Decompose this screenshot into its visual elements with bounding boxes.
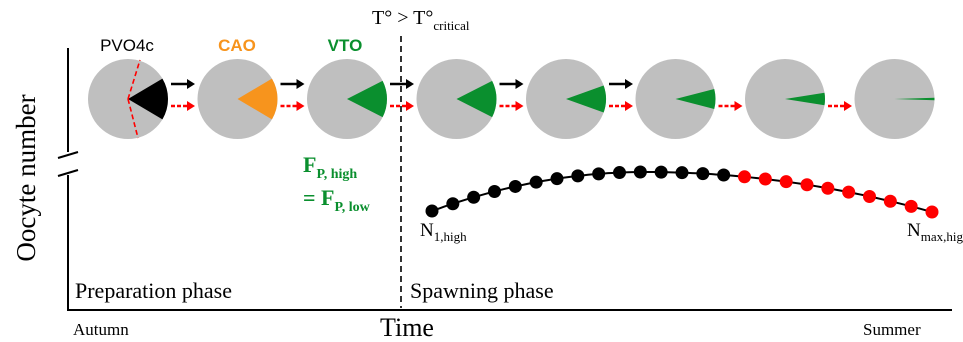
curve-start-label: N1,high <box>420 220 467 244</box>
stage-label-cao: CAO <box>218 36 256 55</box>
black-curve-point <box>425 204 439 218</box>
red-curve-point <box>842 185 856 199</box>
black-arrow <box>609 79 633 89</box>
black-curve-point <box>467 190 481 204</box>
red-arrow <box>718 101 743 111</box>
stage-label-vto: VTO <box>328 36 363 55</box>
pie-slice <box>128 78 168 120</box>
black-curve-point <box>717 168 731 182</box>
x-start-label: Autumn <box>73 320 129 339</box>
red-arrow <box>499 101 524 111</box>
black-arrow <box>280 79 305 89</box>
curve-end-label: Nmax,high <box>907 220 963 244</box>
x-axis-label: Time <box>380 313 434 342</box>
curve-end-main: N <box>907 220 921 241</box>
threshold-text: T° > T° <box>372 7 433 29</box>
red-curve-point <box>758 172 772 186</box>
x-end-label: Summer <box>863 320 921 339</box>
red-curve-point <box>904 199 918 213</box>
curve-start-sub: 1,high <box>434 229 467 244</box>
red-arrow <box>280 101 305 111</box>
axis-break-mark-2 <box>57 169 79 177</box>
oocyte-number-curve <box>425 165 939 219</box>
stage-pie-6 <box>635 59 716 139</box>
curve-start-main: N <box>420 220 434 241</box>
black-curve-point <box>613 166 626 180</box>
black-curve-point <box>633 165 647 179</box>
axes <box>57 48 952 311</box>
red-curve-point <box>738 170 751 184</box>
equation-line-2: = FP, low <box>303 185 371 215</box>
pie-dashed-line <box>127 59 141 100</box>
equation-1-sub: P, high <box>316 167 357 182</box>
red-curve-point <box>800 178 814 192</box>
pie-slice <box>347 80 387 118</box>
black-curve-point <box>529 175 543 189</box>
axis-break-mark-1 <box>57 151 79 159</box>
black-curve-point <box>508 179 522 193</box>
pie-slice <box>456 80 497 118</box>
pie-slice <box>894 97 935 101</box>
black-curve-point <box>675 166 689 180</box>
equation-line-1: FP, high <box>303 152 357 182</box>
red-arrow <box>828 101 852 111</box>
red-arrow <box>171 101 195 111</box>
red-arrow <box>609 101 633 111</box>
equation-2-main: = F <box>303 185 334 210</box>
y-axis-label: Oocyte number <box>11 94 41 261</box>
stage-pie-7 <box>745 59 826 139</box>
pie-slice <box>675 89 716 109</box>
threshold-label: T° > T°critical <box>372 7 470 33</box>
red-arrow <box>390 101 414 111</box>
stage-pie-8 <box>854 59 935 139</box>
stage-pie-4 <box>416 59 497 139</box>
black-arrow <box>171 79 195 89</box>
red-curve-point <box>779 175 793 189</box>
black-arrow <box>499 79 524 89</box>
black-curve-point <box>550 172 564 186</box>
black-curve-point <box>654 165 668 179</box>
stage-label-pvo4c: PVO4c <box>100 36 154 55</box>
red-curve-point <box>883 194 897 208</box>
stage-pie-2 <box>197 59 278 139</box>
black-curve-point <box>488 184 501 198</box>
pie-slice <box>566 85 607 113</box>
black-curve-point <box>696 167 710 181</box>
equation-1-main: F <box>303 152 316 177</box>
red-curve-point <box>925 205 939 219</box>
pie-slice <box>237 78 278 120</box>
black-curve-point <box>446 197 460 211</box>
equation-2-sub: P, low <box>334 200 370 215</box>
curve-end-sub: max,high <box>921 229 963 244</box>
preparation-phase-label: Preparation phase <box>75 278 232 303</box>
red-curve-point <box>863 189 876 203</box>
black-arrow <box>390 79 414 89</box>
black-curve-point <box>592 167 606 181</box>
stage-pie-1 <box>88 59 168 139</box>
spawning-phase-label: Spawning phase <box>410 278 554 303</box>
stage-pie-5 <box>526 59 607 139</box>
stage-transition-arrows <box>171 79 852 111</box>
stage-pie-3 <box>307 59 387 139</box>
threshold-subscript: critical <box>433 18 469 33</box>
oocyte-stage-pies <box>88 59 935 139</box>
black-curve-point <box>571 169 585 183</box>
pie-slice <box>785 92 826 106</box>
pie-dashed-line <box>127 98 139 139</box>
red-curve-point <box>821 181 835 195</box>
